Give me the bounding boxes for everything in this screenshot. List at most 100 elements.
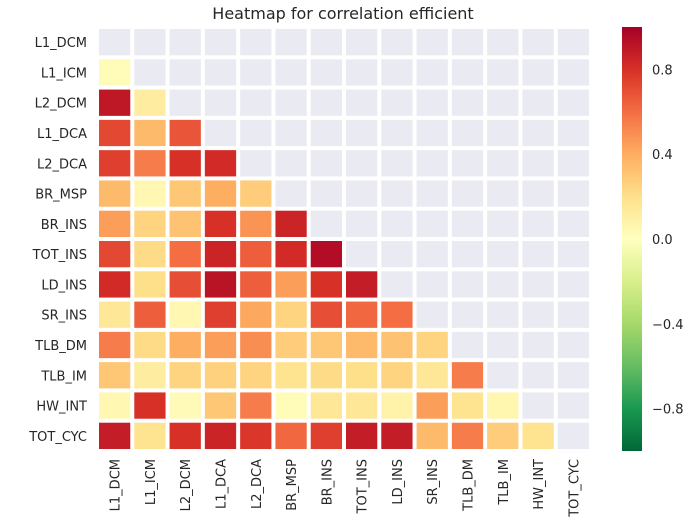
- heatmap-cell-masked: [557, 210, 589, 237]
- heatmap-cell-masked: [522, 331, 554, 359]
- heatmap-cell-masked: [310, 210, 342, 237]
- heatmap-cell-masked: [557, 89, 589, 116]
- heatmap-cell: [451, 362, 484, 389]
- x-tick-label: L1_DCM: [109, 459, 124, 511]
- heatmap-cell-masked: [204, 89, 237, 116]
- heatmap-cell: [310, 362, 342, 389]
- heatmap-cell-masked: [522, 89, 554, 116]
- heatmap-cell: [310, 392, 342, 419]
- heatmap-cell-masked: [310, 59, 342, 86]
- heatmap-cell: [134, 331, 166, 359]
- heatmap-cell-masked: [451, 89, 484, 116]
- heatmap-cell: [169, 271, 201, 298]
- heatmap-cell-masked: [487, 271, 519, 298]
- heatmap-cell: [240, 301, 272, 328]
- heatmap-cell: [169, 241, 201, 268]
- heatmap-cell-masked: [522, 59, 554, 86]
- heatmap-cell: [381, 301, 413, 328]
- heatmap-cell: [134, 301, 166, 328]
- heatmap-cell: [275, 331, 307, 359]
- heatmap-cell-masked: [381, 241, 413, 268]
- heatmap-cell: [381, 362, 413, 389]
- x-tick-label: L1_DCA: [215, 459, 230, 509]
- heatmap-cell: [204, 210, 237, 237]
- heatmap-cell: [275, 301, 307, 328]
- heatmap-cell: [416, 331, 448, 359]
- heatmap-cell-masked: [416, 150, 448, 177]
- heatmap-cell: [346, 271, 378, 298]
- heatmap-cell-masked: [522, 210, 554, 237]
- heatmap-cell-masked: [451, 331, 484, 359]
- heatmap-cell-masked: [346, 59, 378, 86]
- heatmap-cell-masked: [487, 210, 519, 237]
- heatmap-cell: [134, 150, 166, 177]
- heatmap-cell-masked: [275, 29, 307, 56]
- heatmap-cell: [99, 59, 131, 86]
- x-tick-label: HW_INT: [532, 459, 547, 510]
- heatmap-cell: [169, 392, 201, 419]
- heatmap-cell-masked: [310, 29, 342, 56]
- heatmap-cell-masked: [416, 271, 448, 298]
- heatmap-cell-masked: [275, 89, 307, 116]
- heatmap-cell-masked: [310, 119, 342, 147]
- heatmap-cell-masked: [522, 301, 554, 328]
- heatmap-cell-masked: [451, 29, 484, 56]
- heatmap-cell: [169, 210, 201, 237]
- heatmap-cell-masked: [487, 241, 519, 268]
- heatmap-cell-masked: [381, 59, 413, 86]
- colorbar: [622, 27, 642, 451]
- heatmap-cell-masked: [346, 241, 378, 268]
- heatmap-cell: [169, 362, 201, 389]
- heatmap-cell: [275, 422, 307, 449]
- heatmap-cell-masked: [451, 241, 484, 268]
- heatmap-cell-masked: [487, 331, 519, 359]
- heatmap-cell-masked: [310, 150, 342, 177]
- heatmap-cell: [99, 150, 131, 177]
- heatmap-cell-masked: [134, 29, 166, 56]
- heatmap-cell-masked: [557, 241, 589, 268]
- heatmap-cell-masked: [416, 119, 448, 147]
- y-tick-label: TOT_INS: [32, 248, 87, 263]
- heatmap-cell-masked: [522, 362, 554, 389]
- heatmap-cell-masked: [557, 150, 589, 177]
- heatmap-cell: [275, 392, 307, 419]
- heatmap-cell-masked: [381, 89, 413, 116]
- heatmap-cell-masked: [522, 29, 554, 56]
- y-tick-label: L2_DCA: [37, 157, 87, 172]
- heatmap-cell-masked: [416, 29, 448, 56]
- heatmap-cell: [346, 422, 378, 449]
- y-tick-label: LD_INS: [41, 278, 87, 293]
- heatmap-cell: [310, 331, 342, 359]
- heatmap-cell: [204, 331, 237, 359]
- y-tick-label: TOT_CYC: [28, 430, 87, 445]
- heatmap-cell: [204, 271, 237, 298]
- heatmap-cell: [134, 210, 166, 237]
- heatmap-cell: [169, 331, 201, 359]
- heatmap-cell: [381, 422, 413, 449]
- heatmap-cell-masked: [522, 180, 554, 207]
- chart-title: Heatmap for correlation efficient: [212, 4, 473, 23]
- heatmap-cell-masked: [487, 362, 519, 389]
- heatmap-cell: [416, 392, 448, 419]
- heatmap-cell: [310, 271, 342, 298]
- y-tick-label: SR_INS: [41, 309, 87, 324]
- heatmap-cell: [204, 362, 237, 389]
- heatmap-cell: [240, 180, 272, 207]
- heatmap-cell: [240, 422, 272, 449]
- heatmap-cell: [99, 241, 131, 268]
- heatmap-cell-masked: [557, 362, 589, 389]
- heatmap-cell: [169, 119, 201, 147]
- heatmap-cell-masked: [346, 180, 378, 207]
- x-axis-tick-labels: L1_DCM L1_ICM L2_DCM L1_DCA L2_DCA BR_MSP BR_I…: [109, 459, 583, 518]
- x-tick-label: BR_INS: [320, 459, 335, 505]
- heatmap-cell: [416, 362, 448, 389]
- heatmap-cell-masked: [381, 271, 413, 298]
- heatmap-cell-masked: [381, 150, 413, 177]
- heatmap-cell-masked: [487, 89, 519, 116]
- heatmap-cell-masked: [487, 119, 519, 147]
- heatmap-cell-masked: [487, 29, 519, 56]
- heatmap-cell-masked: [416, 210, 448, 237]
- y-tick-label: HW_INT: [36, 400, 87, 415]
- heatmap-cell: [99, 362, 131, 389]
- heatmap-cell: [204, 301, 237, 328]
